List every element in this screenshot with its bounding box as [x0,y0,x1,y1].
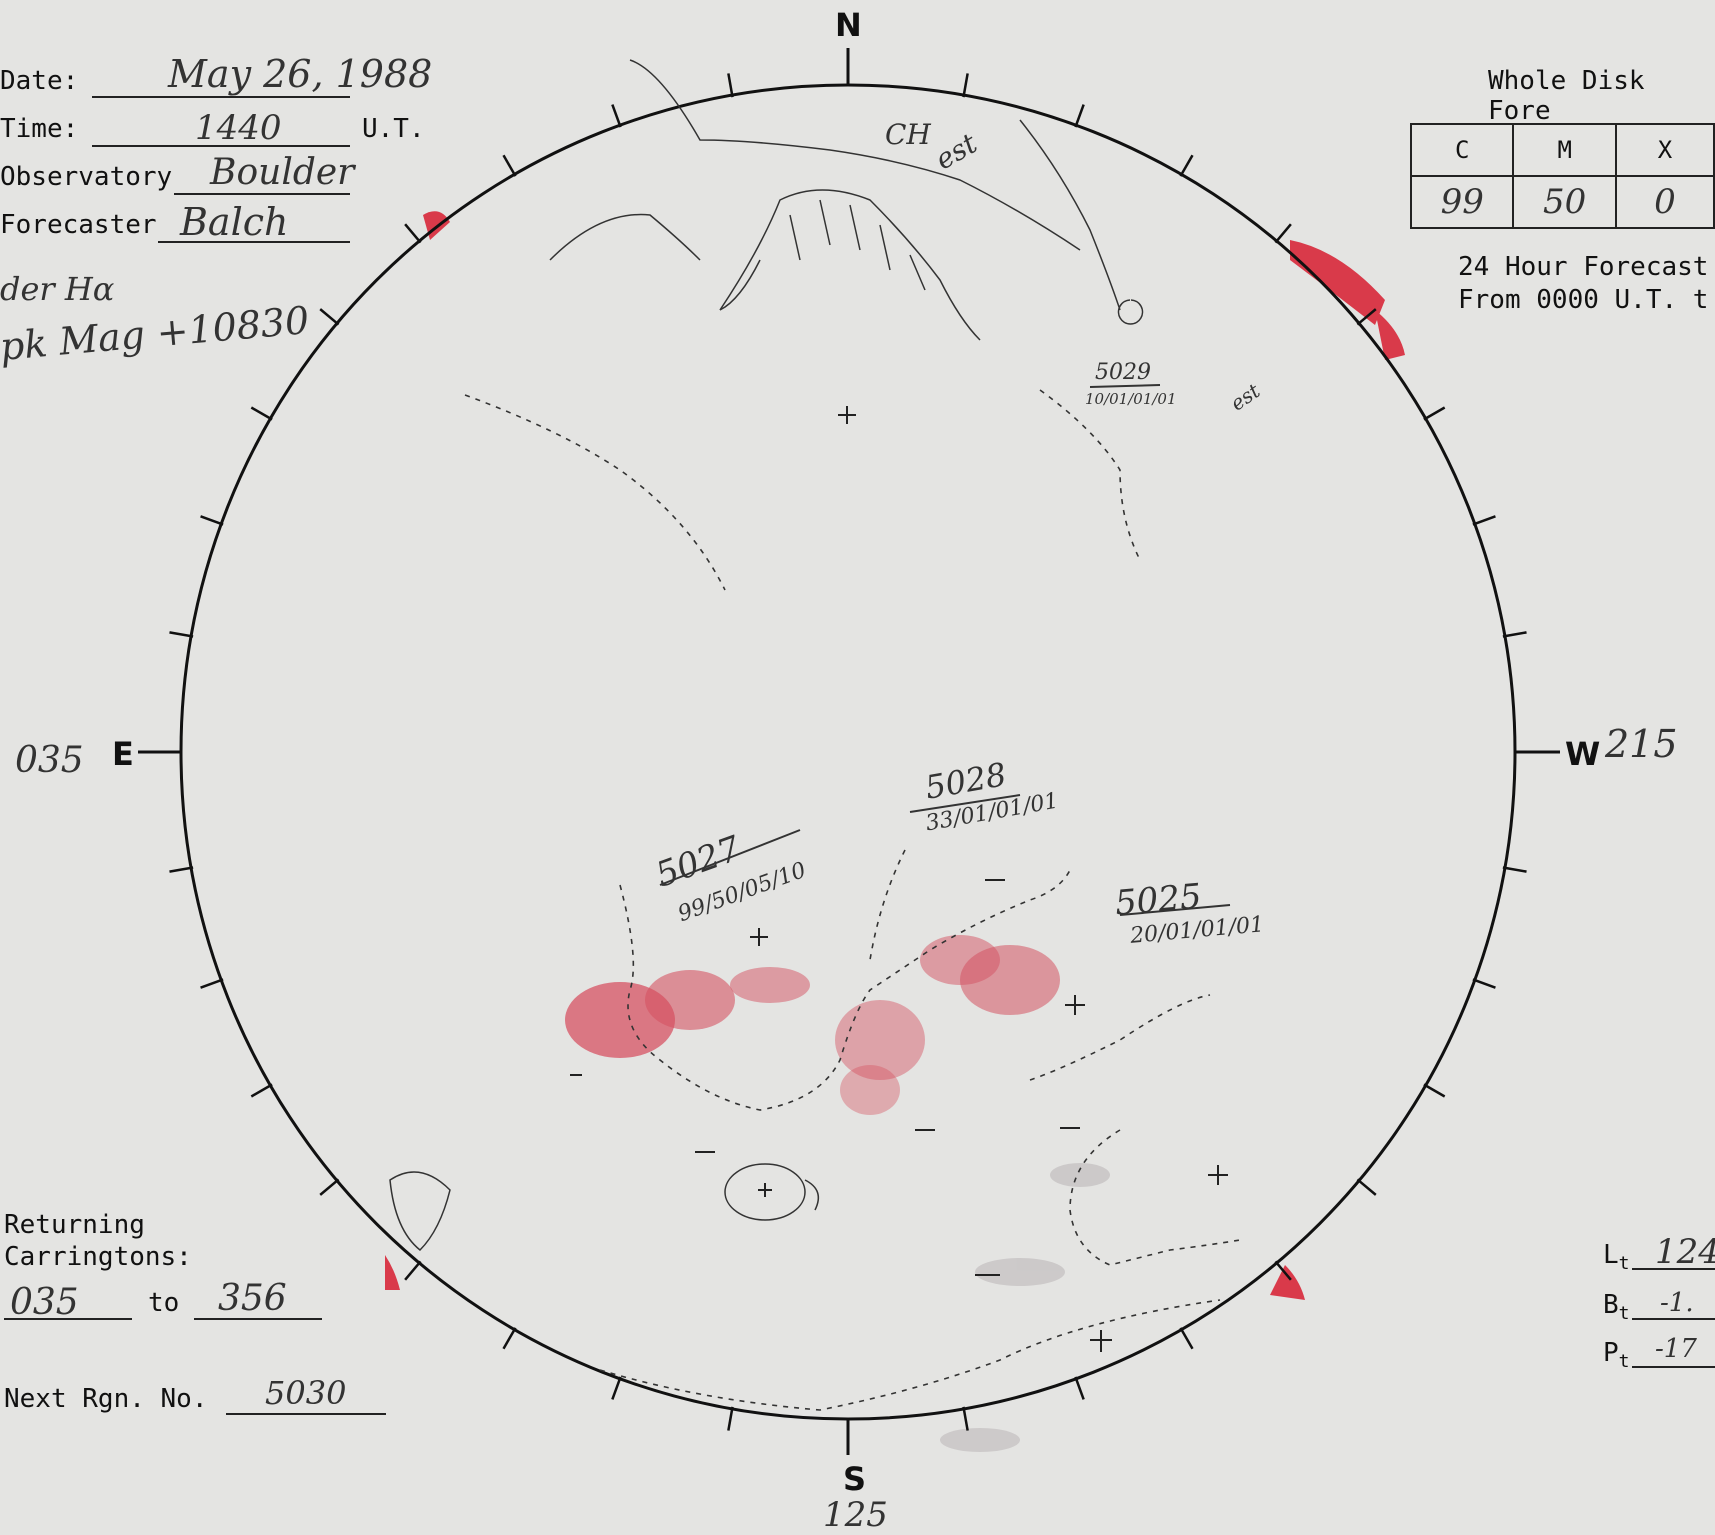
p-label: Pt [1603,1338,1630,1373]
observatory-label: Observatory [0,162,173,192]
limb-tick [1502,866,1527,873]
time-line [92,145,350,147]
p-line [1632,1366,1715,1368]
limb-tick [611,104,622,128]
time-value: 1440 [195,108,282,148]
b-label: Bt [1603,1290,1630,1325]
limb-tick [502,1327,517,1350]
limb-tick [200,515,224,526]
limb-tick [1472,978,1496,989]
forecast-caption-1: 24 Hour Forecast [1458,252,1709,282]
forecast-col-m: M [1512,123,1617,177]
limb-tick [727,1406,734,1431]
limb-tick [962,73,969,98]
forecaster-label: Forecaster [0,210,157,240]
region-5029-number: 5029 [1095,360,1151,385]
limb-tick [1074,1376,1085,1400]
returning-to-label: to [148,1288,180,1318]
next-region-label: Next Rgn. No. [4,1384,208,1414]
date-value: May 26, 1988 [168,52,433,96]
limb-tick [502,154,517,177]
disk-limb [179,83,1517,1421]
returning-to-line [194,1318,322,1320]
limb-tick [250,406,273,421]
region-5029-code: 10/01/01/01 [1085,390,1177,408]
filaments [389,59,1144,1252]
neutral-lines [464,389,1241,1411]
limb-tick [1472,515,1496,526]
west-longitude: 215 [1605,722,1678,766]
observatory-value: Boulder [210,152,355,193]
date-line [92,96,350,98]
region-5025-number: 5025 [1113,876,1204,924]
limb-tick [169,631,194,638]
next-region-line [226,1413,386,1415]
limb-ticks [169,73,1527,1431]
date-label: Date: [0,66,79,96]
time-label: Time: [0,114,79,144]
returning-label-2: Carringtons: [4,1242,192,1272]
returning-from-line [4,1318,132,1320]
forecast-title: Whole Disk Fore [1488,66,1645,126]
limb-tick [1274,223,1292,244]
south-longitude: 125 [823,1495,888,1535]
note-line-1: der Hα [0,270,115,308]
limb-tick [1423,406,1446,421]
limb-tick [1356,308,1377,326]
limb-tick [1074,104,1085,128]
limb-tick [169,866,194,873]
limb-tick [250,1083,273,1098]
forecast-value-c: 99 [1409,175,1515,229]
limb-tick [319,308,340,326]
returning-label-1: Returning [4,1210,145,1240]
region-underlines [659,384,1231,916]
forecaster-line [158,241,350,243]
limb-tick [1423,1083,1446,1098]
east-label: E [112,735,134,773]
next-region-value: 5030 [265,1374,347,1412]
returning-to: 356 [218,1278,287,1319]
p-value: -17 [1655,1334,1697,1364]
east-longitude: 035 [15,740,84,781]
b-value: -1. [1660,1288,1694,1318]
limb-tick [611,1376,622,1400]
limb-tick [404,1260,422,1281]
b-line [1632,1318,1715,1320]
polarity-marks [570,406,1228,1352]
limb-tick [1179,1327,1194,1350]
limb-tick [1274,1260,1292,1281]
coronal-hole-label: CH [885,118,931,151]
forecast-col-c: C [1409,123,1515,177]
forecaster-value: Balch [180,200,289,244]
returning-from: 035 [10,1282,79,1323]
observatory-line [174,193,350,195]
north-label: N [835,6,862,44]
limb-tick [1502,631,1527,638]
time-unit: U.T. [362,114,425,144]
limb-tick [727,73,734,98]
limb-tick [1179,154,1194,177]
forecast-value-x: 0 [1614,175,1715,229]
l-line [1632,1268,1715,1270]
limb-tick [200,978,224,989]
forecast-caption-2: From 0000 U.T. t [1458,285,1709,315]
limb-tick [1356,1178,1377,1196]
l-label: Lt [1603,1240,1630,1275]
plage-regions [565,935,1060,1115]
limb-tick [962,1406,969,1431]
limb-tick [319,1178,340,1196]
limb-plage [385,211,1405,1300]
forecast-value-m: 50 [1512,175,1617,229]
l-value: 124 [1655,1232,1715,1272]
south-label: S [843,1460,867,1498]
forecast-table: C M X 99 50 0 [1409,123,1715,229]
limb-tick [404,223,422,244]
grey-shading [940,1163,1110,1452]
west-label: W [1565,735,1601,773]
forecast-col-x: X [1614,123,1715,177]
